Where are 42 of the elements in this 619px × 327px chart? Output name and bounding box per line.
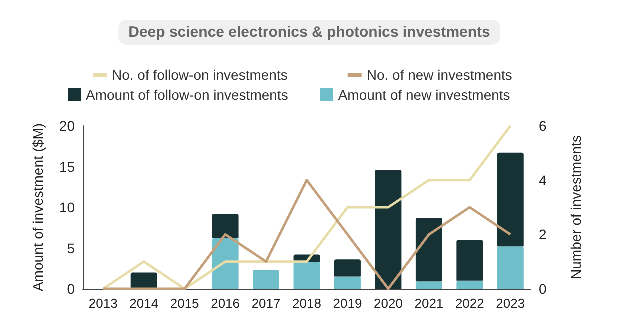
x-tick-label: 2019 xyxy=(333,296,362,311)
y-tick-label: 5 xyxy=(67,240,76,256)
y-tick-label: 20 xyxy=(59,118,76,134)
x-tick-label: 2022 xyxy=(455,296,484,311)
legend-label: No. of follow-on investments xyxy=(112,67,288,83)
x-tick-label: 2015 xyxy=(170,296,200,311)
bar xyxy=(212,214,239,238)
y2-tick-label: 2 xyxy=(539,226,547,243)
y2-tick-label: 0 xyxy=(539,281,547,297)
line-series xyxy=(102,179,512,290)
bar xyxy=(253,270,280,289)
x-tick-label: 2014 xyxy=(130,296,159,311)
bar xyxy=(334,260,361,277)
legend-label: Amount of new investments xyxy=(338,87,510,103)
bar xyxy=(130,272,158,289)
bar xyxy=(497,152,524,247)
chart-title: Deep science electronics & photonics investments xyxy=(128,24,490,41)
bar xyxy=(294,262,320,289)
bar xyxy=(334,276,361,289)
y-axis-title: Amount of investment ($M) xyxy=(30,123,46,292)
y-tick-label: 0 xyxy=(67,281,76,297)
bar xyxy=(456,280,484,289)
x-tick-label: 2018 xyxy=(292,296,322,311)
x-tick-label: 2021 xyxy=(414,296,444,311)
x-tick-label: 2017 xyxy=(252,296,281,311)
y2-tick-label: 6 xyxy=(539,118,547,134)
bar xyxy=(375,170,402,289)
y-tick-label: 15 xyxy=(59,158,76,175)
bar xyxy=(416,282,442,289)
y2-axis-title: Number of investments xyxy=(568,136,584,280)
x-tick-label: 2023 xyxy=(496,296,526,311)
y-tick-label: 10 xyxy=(59,200,76,216)
legend-label: No. of new investments xyxy=(366,67,512,83)
legend-label: Amount of follow-on investments xyxy=(86,87,288,103)
bar xyxy=(416,218,442,282)
y2-tick-label: 4 xyxy=(539,172,547,188)
x-tick-label: 2016 xyxy=(211,296,240,311)
x-tick-label: 2020 xyxy=(374,296,403,311)
bar xyxy=(497,246,524,289)
line-series xyxy=(102,124,512,290)
x-tick-label: 2013 xyxy=(88,296,118,311)
bar xyxy=(456,240,484,281)
